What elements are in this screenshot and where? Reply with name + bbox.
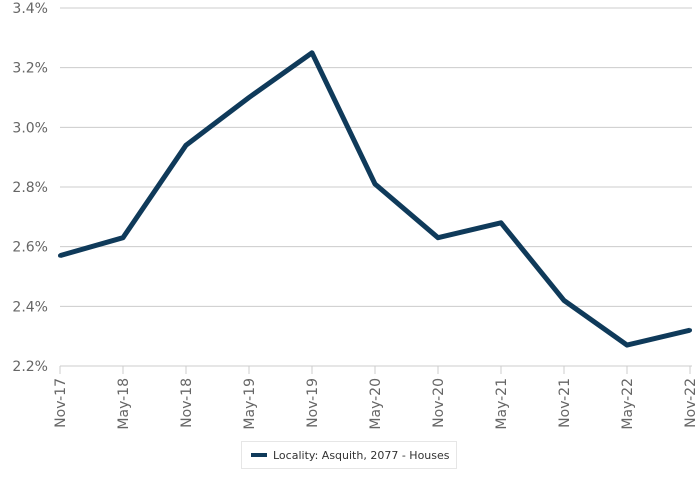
x-tick-label: May-22 (620, 378, 636, 430)
y-tick-label: 2.4% (12, 299, 48, 315)
y-tick-label: 2.6% (12, 240, 48, 256)
data-point (562, 298, 566, 303)
y-axis-labels: 2.2% 2.4% 2.6% 2.8% 3.0% 3.2% 3.4% (12, 1, 48, 375)
data-point (688, 328, 692, 333)
data-point (310, 50, 314, 55)
data-point (121, 235, 125, 240)
data-point (373, 182, 377, 187)
legend: Locality: Asquith, 2077 - Houses (241, 441, 457, 469)
grid-lines (60, 7, 692, 367)
x-tick-label: May-21 (494, 378, 510, 430)
series-line (59, 50, 691, 348)
y-tick-label: 2.8% (12, 180, 48, 196)
data-point (499, 220, 503, 225)
x-tick-label: Nov-19 (305, 378, 321, 428)
x-tick-label: May-18 (116, 378, 132, 430)
x-tick-label: Nov-18 (179, 378, 195, 428)
y-tick-label: 2.2% (12, 359, 48, 375)
x-tick-label: Nov-20 (431, 378, 447, 428)
data-point (247, 95, 251, 100)
data-point (184, 143, 188, 148)
data-point (625, 343, 629, 348)
x-tick-label: Nov-21 (557, 378, 573, 428)
x-tick-label: Nov-17 (53, 378, 69, 428)
x-tick-label: May-20 (368, 378, 384, 430)
x-tick-label: Nov-22 (683, 378, 699, 428)
legend-label: Locality: Asquith, 2077 - Houses (273, 448, 450, 462)
series-lines (58, 50, 692, 348)
y-tick-label: 3.0% (12, 120, 48, 136)
y-tick-label: 3.4% (12, 1, 48, 17)
x-axis: Nov-17 May-18 Nov-18 May-19 Nov-19 May-20 Nov-… (53, 365, 699, 430)
data-point (58, 253, 62, 258)
legend-swatch (251, 453, 267, 457)
data-point (436, 235, 440, 240)
x-tick-label: May-19 (242, 378, 258, 430)
y-tick-label: 3.2% (12, 61, 48, 77)
